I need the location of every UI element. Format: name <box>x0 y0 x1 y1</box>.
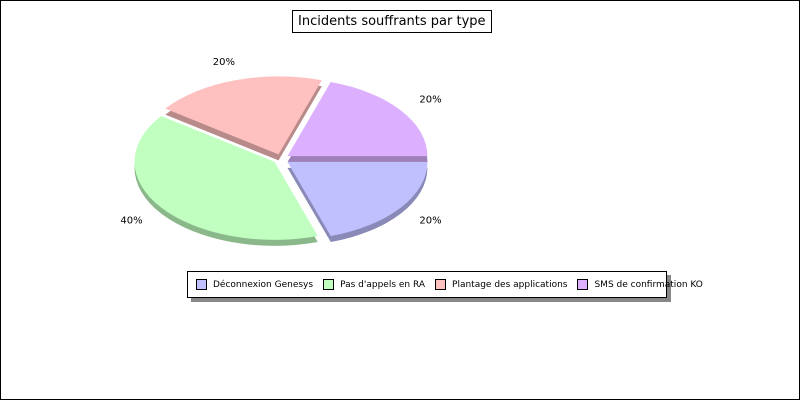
pie-slice-1 <box>134 115 318 240</box>
legend-swatch-3 <box>577 279 589 290</box>
legend-item-1: Pas d'appels en RA <box>323 279 425 290</box>
legend-item-2: Plantage des applications <box>435 279 567 290</box>
pie-slice-3 <box>287 81 428 157</box>
chart-title: Incidents souffrants par type <box>292 10 492 33</box>
pie-slice-2 <box>165 76 322 155</box>
legend-label-1: Pas d'appels en RA <box>340 279 426 290</box>
pie-slice-0 <box>287 161 428 237</box>
pie-slice-label-0: 20% <box>419 216 441 227</box>
legend: Déconnexion Genesys Pas d'appels en RA Pla… <box>187 271 703 298</box>
legend-swatch-1 <box>323 279 335 290</box>
legend-swatch-0 <box>196 279 207 290</box>
legend-item-0: Déconnexion Genesys <box>196 279 313 290</box>
legend-label-2: Plantage des applications <box>452 279 568 290</box>
pie-slice-label-1: 40% <box>120 216 142 227</box>
legend-label-0: Déconnexion Genesys <box>213 279 314 290</box>
legend-label-3: SMS de confirmation KO <box>594 279 703 290</box>
legend-item-3: SMS de confirmation KO <box>577 279 703 290</box>
legend-swatch-2 <box>435 279 447 290</box>
pie-slice-label-2: 20% <box>213 57 235 68</box>
pie-slice-label-3: 20% <box>419 94 441 105</box>
